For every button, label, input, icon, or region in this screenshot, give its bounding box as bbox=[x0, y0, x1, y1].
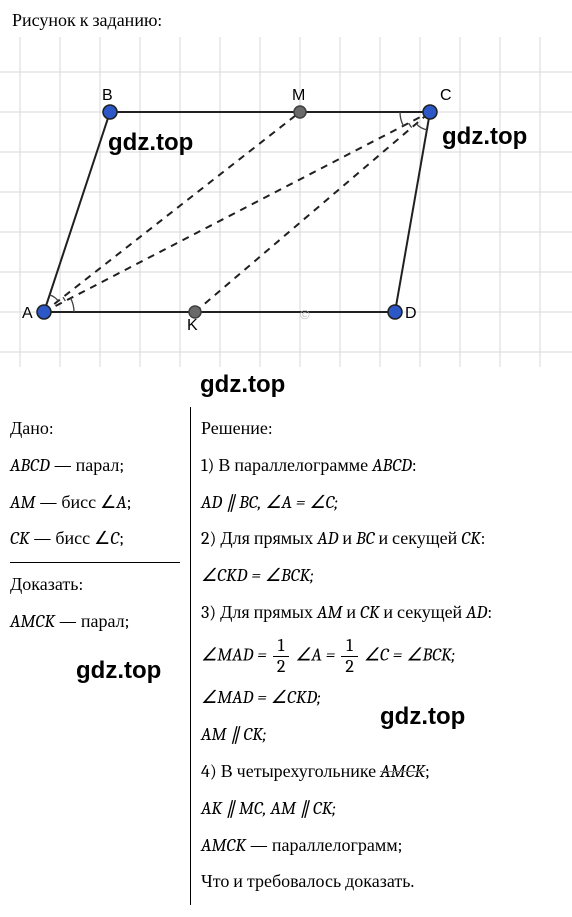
solution-line: ∠CKD = ∠BCK; bbox=[201, 562, 562, 591]
text: — парал; bbox=[55, 611, 129, 632]
given-heading: Дано: bbox=[10, 415, 180, 444]
svg-text:D: D bbox=[405, 305, 417, 322]
math-expr: AD ∥ BC, ∠A = ∠C; bbox=[201, 492, 338, 513]
fraction: 1 2 bbox=[341, 636, 358, 677]
geometry-diagram: ABCDMK© gdz.top gdz.top bbox=[0, 37, 572, 367]
text: — параллелограмм; bbox=[246, 835, 403, 856]
fraction: 1 2 bbox=[273, 636, 290, 677]
math-expr: ∠CKD = ∠BCK; bbox=[201, 565, 314, 586]
diagram-svg: A B C D M K © bbox=[0, 37, 572, 367]
text: : bbox=[412, 455, 417, 476]
text: и bbox=[342, 602, 360, 623]
math-expr: ∠MAD = ∠CKD; bbox=[201, 687, 321, 708]
text: 3) Для прямых bbox=[201, 602, 317, 623]
watermark: gdz.top bbox=[200, 371, 285, 399]
solution-line: 4) В четырехугольнике AMCK; bbox=[201, 758, 562, 787]
math-var: AM bbox=[317, 602, 342, 623]
text: 1) В параллелограмме bbox=[201, 455, 372, 476]
math-var: CK bbox=[461, 528, 480, 549]
numerator: 1 bbox=[273, 636, 290, 657]
text: ; bbox=[127, 492, 132, 513]
text: и секущей bbox=[375, 528, 462, 549]
text: и bbox=[338, 528, 356, 549]
solution-line: ∠MAD = 1 2 ∠A = 1 2 ∠C = ∠BCK; bbox=[201, 636, 562, 677]
denominator: 2 bbox=[273, 657, 290, 677]
svg-text:A: A bbox=[22, 305, 33, 322]
math-expr: ∠C = ∠BCK; bbox=[364, 644, 455, 665]
text: ; bbox=[119, 528, 124, 549]
math-var: C bbox=[110, 528, 119, 549]
given-line: AM — бисс ∠A; bbox=[10, 489, 180, 518]
math-var: AMCK bbox=[380, 761, 425, 782]
divider bbox=[10, 562, 180, 563]
solution-line: 3) Для прямых AM и CK и секущей AD: bbox=[201, 599, 562, 628]
math-var: AM bbox=[10, 492, 35, 513]
text: — бисс ∠ bbox=[35, 492, 116, 513]
math-expr: ∠A = bbox=[295, 644, 339, 665]
prove-heading: Доказать: bbox=[10, 571, 180, 600]
svg-text:B: B bbox=[102, 87, 113, 104]
math-var: ABCD bbox=[10, 455, 50, 476]
text: : bbox=[481, 528, 486, 549]
solution-line: Что и требовалось доказать. bbox=[201, 868, 562, 897]
svg-text:C: C bbox=[440, 87, 452, 104]
solution-line: AM ∥ CK; bbox=[201, 721, 562, 750]
math-var: ABCD bbox=[372, 455, 412, 476]
solution-line: AK ∥ MC, AM ∥ CK; bbox=[201, 795, 562, 824]
text: : bbox=[487, 602, 492, 623]
text: — парал; bbox=[50, 455, 124, 476]
text: и секущей bbox=[379, 602, 466, 623]
math-var: AD bbox=[317, 528, 338, 549]
math-var: BC bbox=[356, 528, 375, 549]
solution-column: Решение: 1) В параллелограмме ABCD: AD ∥… bbox=[190, 407, 562, 905]
numerator: 1 bbox=[341, 636, 358, 657]
math-var: AMCK bbox=[201, 835, 246, 856]
solution-line: 1) В параллелограмме ABCD: bbox=[201, 452, 562, 481]
prove-line: AMCK — парал; bbox=[10, 608, 180, 637]
proof-two-column: Дано: ABCD — парал; AM — бисс ∠A; CK — б… bbox=[10, 407, 562, 905]
solution-line: 2) Для прямых AD и BC и секущей CK: bbox=[201, 525, 562, 554]
math-var: CK bbox=[360, 602, 379, 623]
figure-caption: Рисунок к заданию: bbox=[0, 0, 572, 37]
proof-section: gdz.top Дано: ABCD — парал; AM — бисс ∠A… bbox=[0, 367, 572, 915]
given-column: Дано: ABCD — парал; AM — бисс ∠A; CK — б… bbox=[10, 407, 190, 905]
solution-line: ∠MAD = ∠CKD; bbox=[201, 684, 562, 713]
svg-text:©: © bbox=[300, 307, 310, 322]
text: 2) Для прямых bbox=[201, 528, 317, 549]
math-var: AMCK bbox=[10, 611, 55, 632]
denominator: 2 bbox=[341, 657, 358, 677]
math-expr: ∠MAD = bbox=[201, 644, 271, 665]
given-line: CK — бисс ∠C; bbox=[10, 525, 180, 554]
solution-heading: Решение: bbox=[201, 415, 562, 444]
text: ; bbox=[425, 761, 430, 782]
math-var: AD bbox=[466, 602, 487, 623]
text: — бисс ∠ bbox=[29, 528, 110, 549]
math-var: CK bbox=[10, 528, 29, 549]
svg-text:M: M bbox=[292, 87, 305, 104]
text: 4) В четырехугольнике bbox=[201, 761, 380, 782]
math-expr: AK ∥ MC, AM ∥ CK; bbox=[201, 798, 336, 819]
math-expr: AM ∥ CK; bbox=[201, 724, 267, 745]
solution-line: AD ∥ BC, ∠A = ∠C; bbox=[201, 489, 562, 518]
math-var: A bbox=[116, 492, 126, 513]
given-line: ABCD — парал; bbox=[10, 452, 180, 481]
solution-line: AMCK — параллелограмм; bbox=[201, 832, 562, 861]
svg-text:K: K bbox=[187, 317, 198, 334]
